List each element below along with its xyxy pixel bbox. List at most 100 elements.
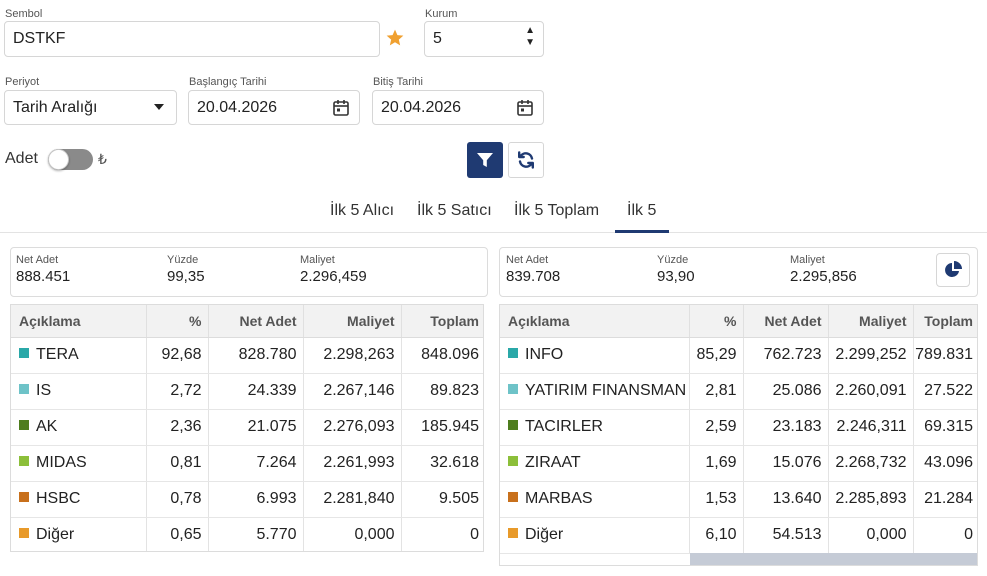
left-maliyet: Maliyet 2.296,459 (300, 254, 367, 285)
toplam-cell: 21.284 (913, 481, 977, 518)
net-adet-cell: 25.086 (743, 373, 829, 410)
color-swatch (508, 528, 518, 538)
maliyet-cell: 2.261,993 (303, 445, 402, 482)
row-name-cell: ZIRAAT (500, 445, 690, 482)
bitis-date-input[interactable]: 20.04.2026 (372, 90, 544, 125)
col-toplam[interactable]: Toplam (913, 305, 977, 338)
maliyet-cell: 0,000 (303, 517, 402, 551)
row-name: AK (36, 418, 58, 435)
sembol-input[interactable]: DSTKF (4, 21, 380, 57)
pie-chart-icon (945, 261, 962, 277)
pct-cell: 0,78 (146, 481, 209, 518)
table-row[interactable]: ZIRAAT 1,69 15.076 2.268,732 43.096 (500, 445, 977, 482)
toplam-cell: 89.823 (401, 373, 483, 410)
row-name-cell: Diğer (11, 517, 147, 551)
col-toplam[interactable]: Toplam (401, 305, 483, 338)
net-adet-cell: 762.723 (743, 337, 829, 374)
adet-label: Adet (5, 150, 38, 167)
pct-cell: 2,72 (146, 373, 209, 410)
toplam-cell: 32.618 (401, 445, 483, 482)
pct-cell: 0,81 (146, 445, 209, 482)
row-name-cell: MARBAS (500, 481, 690, 518)
table-row[interactable]: YATIRIM FINANSMAN 2,81 25.086 2.260,091 27.5… (500, 373, 977, 410)
col-net-adet[interactable]: Net Adet (208, 305, 304, 338)
maliyet-cell: 2.246,311 (828, 409, 914, 446)
col-maliyet[interactable]: Maliyet (828, 305, 914, 338)
row-name-cell: YATIRIM FINANSMAN (500, 373, 690, 410)
color-swatch (19, 348, 29, 358)
row-name-cell: IS (11, 373, 147, 410)
table-row[interactable]: INFO 85,29 762.723 2.299,252 789.831 (500, 337, 977, 374)
pct-cell: 1,53 (689, 481, 744, 518)
col-aciklama[interactable]: Açıklama (11, 305, 147, 338)
col-yuzde[interactable]: % (689, 305, 744, 338)
col-maliyet[interactable]: Maliyet (303, 305, 402, 338)
baslangic-value: 20.04.2026 (197, 98, 278, 116)
row-name-cell: TACIRLER (500, 409, 690, 446)
horizontal-scrollbar[interactable] (690, 553, 977, 565)
color-swatch (508, 348, 518, 358)
tab-bar: İlk 5 Alıcı İlk 5 Satıcı İlk 5 Toplam İl… (0, 195, 987, 233)
pie-chart-button[interactable] (936, 253, 970, 287)
bitis-label: Bitiş Tarihi (373, 76, 423, 88)
row-name: YATIRIM FINANSMAN (525, 382, 687, 399)
refresh-button[interactable] (508, 142, 544, 178)
pct-cell: 85,29 (689, 337, 744, 374)
table-row[interactable]: AK 2,36 21.075 2.276,093 185.945 (11, 409, 483, 446)
col-yuzde[interactable]: % (146, 305, 209, 338)
adet-toggle[interactable] (48, 149, 93, 170)
stepper-up-icon[interactable]: ▲ (525, 25, 535, 36)
color-swatch (508, 384, 518, 394)
table-row[interactable]: MARBAS 1,53 13.640 2.285,893 21.284 (500, 481, 977, 518)
refresh-icon (518, 151, 534, 169)
favorite-star-icon[interactable] (385, 28, 405, 48)
table-row[interactable]: TACIRLER 2,59 23.183 2.246,311 69.315 (500, 409, 977, 446)
right-grid[interactable]: Açıklama % Net Adet Maliyet Toplam INFO 8… (499, 304, 978, 566)
net-adet-cell: 6.993 (208, 481, 304, 518)
filter-icon (477, 153, 493, 167)
calendar-icon[interactable] (333, 99, 349, 116)
pct-cell: 0,65 (146, 517, 209, 551)
table-row[interactable]: HSBC 0,78 6.993 2.281,840 9.505 (11, 481, 483, 518)
left-grid[interactable]: Açıklama % Net Adet Maliyet Toplam TERA 9… (10, 304, 484, 552)
pct-cell: 2,59 (689, 409, 744, 446)
net-adet-cell: 13.640 (743, 481, 829, 518)
toplam-cell: 9.505 (401, 481, 483, 518)
calendar-icon[interactable] (517, 99, 533, 116)
color-swatch (19, 420, 29, 430)
tab-ilk5-alici[interactable]: İlk 5 Alıcı (330, 202, 395, 219)
net-adet-cell: 15.076 (743, 445, 829, 482)
maliyet-cell: 2.281,840 (303, 481, 402, 518)
net-adet-cell: 21.075 (208, 409, 304, 446)
baslangic-date-input[interactable]: 20.04.2026 (188, 90, 360, 125)
row-name: TERA (36, 346, 79, 363)
kurum-stepper[interactable]: 5 ▲ ▼ (424, 21, 544, 57)
baslangic-label: Başlangıç Tarihi (189, 76, 267, 88)
table-row[interactable]: Diğer 6,10 54.513 0,000 0 (500, 517, 977, 554)
pct-cell: 2,81 (689, 373, 744, 410)
toplam-cell: 0 (913, 517, 977, 554)
periyot-select[interactable]: Tarih Aralığı (4, 90, 177, 125)
tab-ilk5[interactable]: İlk 5 (627, 202, 657, 219)
table-row[interactable]: IS 2,72 24.339 2.267,146 89.823 (11, 373, 483, 410)
color-swatch (19, 528, 29, 538)
toplam-cell: 185.945 (401, 409, 483, 446)
table-row[interactable]: TERA 92,68 828.780 2.298,263 848.096 (11, 337, 483, 374)
maliyet-cell: 0,000 (828, 517, 914, 554)
stepper-down-icon[interactable]: ▼ (525, 37, 535, 48)
col-net-adet[interactable]: Net Adet (743, 305, 829, 338)
tab-ilk5-toplam[interactable]: İlk 5 Toplam (514, 202, 600, 219)
maliyet-cell: 2.267,146 (303, 373, 402, 410)
tab-ilk5-satici[interactable]: İlk 5 Satıcı (417, 202, 492, 219)
toplam-cell: 848.096 (401, 337, 483, 374)
filter-button[interactable] (467, 142, 503, 178)
kurum-value: 5 (433, 30, 442, 47)
col-aciklama[interactable]: Açıklama (500, 305, 690, 338)
table-row[interactable]: MIDAS 0,81 7.264 2.261,993 32.618 (11, 445, 483, 482)
toplam-cell: 27.522 (913, 373, 977, 410)
row-name: MARBAS (525, 490, 593, 507)
net-adet-cell: 5.770 (208, 517, 304, 551)
row-name: MIDAS (36, 454, 87, 471)
table-row[interactable]: Diğer 0,65 5.770 0,000 0 (11, 517, 483, 551)
pct-cell: 1,69 (689, 445, 744, 482)
